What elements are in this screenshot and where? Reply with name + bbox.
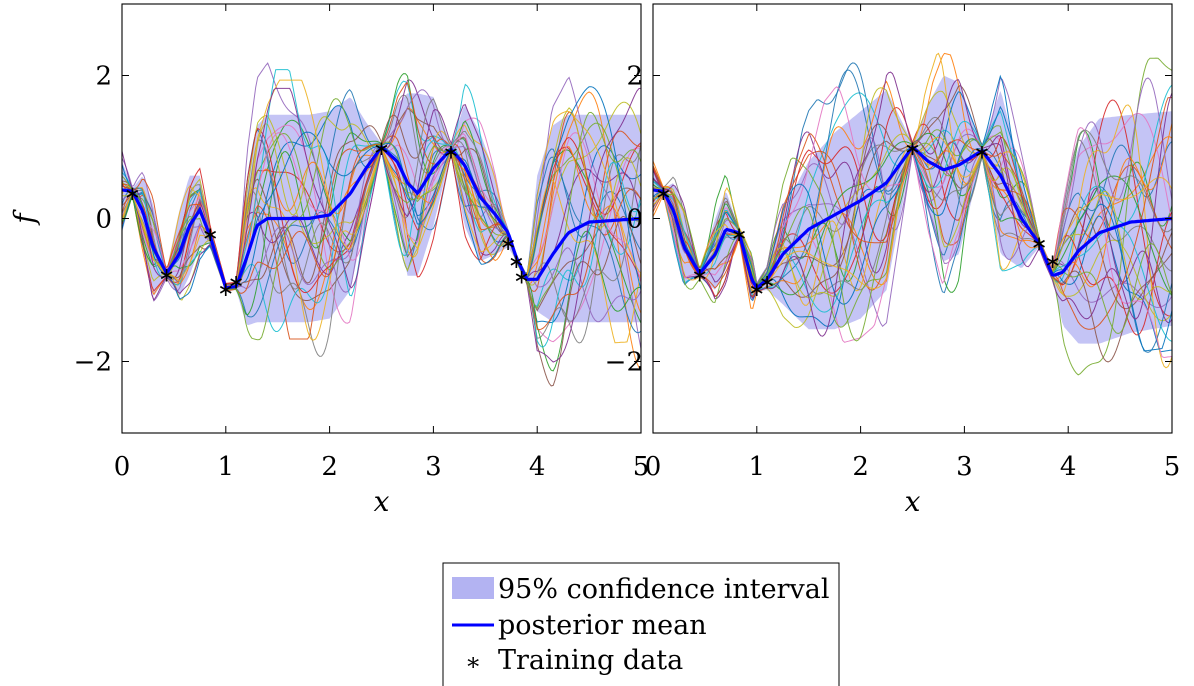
y-tick-label: −2 [74, 348, 112, 378]
x-tick-label: 3 [956, 452, 973, 482]
x-tick-label: 2 [852, 452, 869, 482]
x-tick-label: 4 [529, 452, 546, 482]
y-tick-label: 2 [95, 62, 112, 92]
training-point: ∗ [731, 222, 748, 246]
x-tick-label: 0 [645, 452, 662, 482]
y-tick-label: 0 [95, 205, 112, 235]
confidence-band [122, 93, 641, 326]
x-tick-label: 3 [425, 452, 442, 482]
posterior-samples [653, 52, 1172, 376]
x-tick-label: 0 [114, 452, 131, 482]
training-point: ∗ [443, 140, 460, 164]
training-point: ∗ [748, 277, 765, 301]
posterior-mean-line [122, 144, 641, 290]
posterior-sample-line [122, 87, 641, 363]
y-axis-label: f [8, 209, 41, 226]
posterior-mean-line [653, 144, 1172, 291]
y-tick-label: 2 [626, 62, 643, 92]
x-tick-label: 5 [1164, 452, 1181, 482]
training-point: ∗ [508, 249, 525, 273]
training-point: ∗ [217, 277, 234, 301]
training-point: ∗ [158, 263, 175, 287]
legend-training-marker: ∗ [465, 648, 481, 676]
training-point: ∗ [655, 181, 672, 205]
training-point: ∗ [759, 270, 776, 294]
x-axis-label: x [905, 485, 921, 518]
training-point: ∗ [1044, 249, 1061, 273]
training-point: ∗ [500, 231, 517, 255]
x-tick-label: 1 [218, 452, 235, 482]
training-point: ∗ [1031, 231, 1048, 255]
training-point: ∗ [691, 263, 708, 287]
legend: 95% confidence interval posterior mean ∗… [442, 562, 840, 686]
x-tick-label: 4 [1060, 452, 1077, 482]
training-point: ∗ [974, 140, 991, 164]
x-tick-label: 1 [749, 452, 766, 482]
legend-training-label: Training data [498, 645, 683, 676]
training-point: ∗ [373, 136, 390, 160]
x-tick-label: 2 [321, 452, 338, 482]
training-point: ∗ [228, 270, 245, 294]
training-point: ∗ [202, 222, 219, 246]
legend-ci-swatch [452, 577, 494, 599]
training-point: ∗ [124, 181, 141, 205]
y-tick-label: −2 [605, 348, 643, 378]
y-tick-label: 0 [626, 205, 643, 235]
legend-mean-label: posterior mean [498, 610, 707, 641]
training-point: ∗ [904, 136, 921, 160]
legend-box [442, 562, 840, 686]
x-tick-label: 5 [633, 452, 650, 482]
legend-ci-label: 95% confidence interval [498, 574, 829, 605]
training-point: ∗ [513, 265, 530, 289]
x-axis-label: x [374, 485, 390, 518]
